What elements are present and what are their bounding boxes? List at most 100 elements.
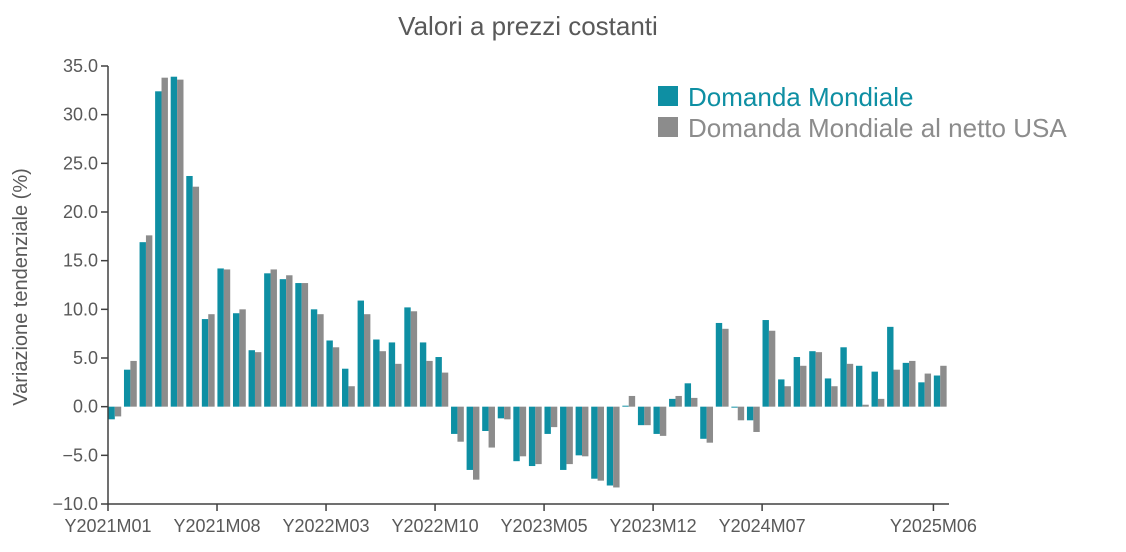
bar-s0-Y2023M02: [497, 406, 505, 419]
x-tick-label: Y2025M06: [890, 516, 977, 536]
bar-s1-Y2021M11: [270, 269, 277, 407]
legend-swatch-domanda-mondiale-netto-usa: [658, 117, 678, 137]
bar-s1-Y2025M02: [877, 398, 885, 407]
bar-s0-Y2023M03: [513, 406, 520, 462]
bar-s0-Y2023M10: [622, 405, 629, 407]
legend-label-domanda-mondiale-netto-usa: Domanda Mondiale al netto USA: [688, 113, 1067, 143]
bar-s0-Y2024M07: [762, 320, 769, 407]
bar-s0-Y2022M02: [310, 309, 318, 407]
x-tick-label: Y2023M12: [610, 516, 697, 536]
x-tick-label: Y2021M01: [64, 516, 151, 536]
bar-s1-Y2024M07: [768, 330, 776, 407]
bar-s1-Y2021M05: [177, 79, 184, 407]
bar-s0-Y2023M01: [482, 406, 489, 431]
bar-s1-Y2024M01: [675, 395, 682, 407]
bar-s0-Y2023M12: [653, 406, 660, 434]
x-tick-label: Y2021M08: [173, 516, 260, 536]
x-tick-label: Y2023M05: [501, 516, 588, 536]
bar-s0-Y2021M07: [201, 319, 209, 407]
bar-s1-Y2023M07: [582, 406, 589, 457]
x-tick-label: Y2022M10: [392, 516, 479, 536]
bar-s1-Y2023M02: [504, 406, 511, 420]
bar-s1-Y2023M10: [628, 395, 636, 407]
bar-s0-Y2021M03: [139, 242, 146, 407]
bar-s1-Y2025M05: [924, 373, 932, 407]
bar-s0-Y2022M07: [388, 342, 396, 407]
legend-label-domanda-mondiale: Domanda Mondiale: [688, 82, 913, 112]
bar-s0-Y2024M03: [700, 406, 707, 439]
bar-s0-Y2024M09: [793, 357, 801, 407]
bar-s1-Y2022M09: [426, 360, 433, 407]
bar-s0-Y2025M03: [887, 326, 894, 407]
bar-s0-Y2023M04: [528, 406, 536, 467]
bar-s0-Y2021M11: [264, 273, 271, 407]
bar-s1-Y2022M12: [473, 406, 480, 480]
bar-s1-Y2021M02: [130, 360, 137, 407]
y-tick-label: 35.0: [63, 56, 98, 76]
bar-s0-Y2025M04: [902, 362, 910, 407]
bar-s1-Y2022M01: [301, 283, 309, 407]
bar-s1-Y2022M05: [363, 314, 371, 407]
bar-s1-Y2021M10: [254, 352, 262, 407]
bar-s1-Y2023M09: [613, 406, 620, 488]
chart-title: Valori a prezzi costanti: [398, 11, 658, 41]
y-tick-label: −10.0: [52, 494, 98, 514]
bar-s1-Y2022M08: [410, 311, 418, 407]
bar-s0-Y2021M12: [279, 279, 287, 407]
bar-s1-Y2025M04: [909, 360, 916, 407]
bar-s0-Y2023M07: [575, 406, 583, 456]
y-tick-label: 30.0: [63, 105, 98, 125]
bar-s1-Y2024M12: [846, 363, 854, 407]
bar-s1-Y2022M03: [332, 347, 340, 407]
bar-s1-Y2021M03: [145, 235, 153, 407]
bar-s0-Y2025M01: [855, 365, 863, 407]
bar-s0-Y2022M04: [342, 368, 349, 407]
bar-s0-Y2025M06: [933, 375, 941, 407]
bars-group: [108, 76, 947, 488]
y-tick-label: 0.0: [73, 397, 98, 417]
bar-s1-Y2023M12: [659, 406, 667, 436]
bar-s1-Y2021M01: [114, 406, 122, 417]
bar-s1-Y2024M03: [706, 406, 714, 443]
bar-s0-Y2024M12: [840, 347, 847, 407]
y-tick-label: 5.0: [73, 348, 98, 368]
bar-s0-Y2021M05: [170, 76, 178, 407]
bar-s0-Y2023M06: [560, 406, 567, 470]
bar-s0-Y2022M09: [419, 342, 427, 407]
bar-s0-Y2024M08: [778, 379, 785, 407]
bar-s1-Y2021M07: [208, 314, 215, 407]
bar-s1-Y2024M05: [737, 406, 745, 421]
bar-s1-Y2021M09: [239, 309, 246, 407]
bar-s1-Y2023M01: [488, 406, 495, 448]
bar-s1-Y2023M03: [519, 406, 527, 457]
bar-s1-Y2024M04: [722, 328, 729, 407]
bar-s0-Y2025M02: [871, 371, 878, 407]
bar-s0-Y2023M09: [606, 406, 614, 486]
bar-s1-Y2023M04: [535, 406, 542, 465]
bar-s0-Y2022M12: [466, 406, 473, 470]
legend-swatch-domanda-mondiale: [658, 86, 678, 106]
bar-s0-Y2025M05: [918, 382, 925, 407]
bar-s0-Y2022M05: [357, 300, 364, 407]
bar-s1-Y2024M11: [831, 386, 838, 407]
bar-s1-Y2022M04: [348, 386, 355, 407]
bar-s1-Y2022M11: [457, 406, 464, 442]
bar-s1-Y2024M08: [784, 386, 791, 407]
bar-s0-Y2022M11: [451, 406, 458, 434]
bar-s0-Y2024M06: [746, 406, 754, 421]
bar-s0-Y2021M08: [217, 268, 224, 407]
bar-s0-Y2021M04: [155, 91, 162, 407]
legend: Domanda Mondiale Domanda Mondiale al net…: [658, 82, 1067, 143]
bar-s1-Y2025M06: [940, 365, 947, 407]
bar-s0-Y2022M06: [373, 339, 380, 407]
bar-s1-Y2021M04: [161, 77, 168, 407]
bar-s0-Y2021M10: [248, 350, 255, 407]
bar-s0-Y2024M04: [715, 322, 723, 407]
y-axis-label: Variazione tendenziale (%): [10, 168, 32, 406]
x-tick-label: Y2024M07: [719, 516, 806, 536]
bar-s0-Y2023M11: [637, 406, 645, 426]
bar-s1-Y2023M08: [597, 406, 604, 481]
y-tick-label: 10.0: [63, 299, 98, 319]
y-ticks: 35.0 30.0 25.0 20.0 15.0 10.0 5.0 0.0 −5.0 −10.0: [52, 56, 108, 514]
